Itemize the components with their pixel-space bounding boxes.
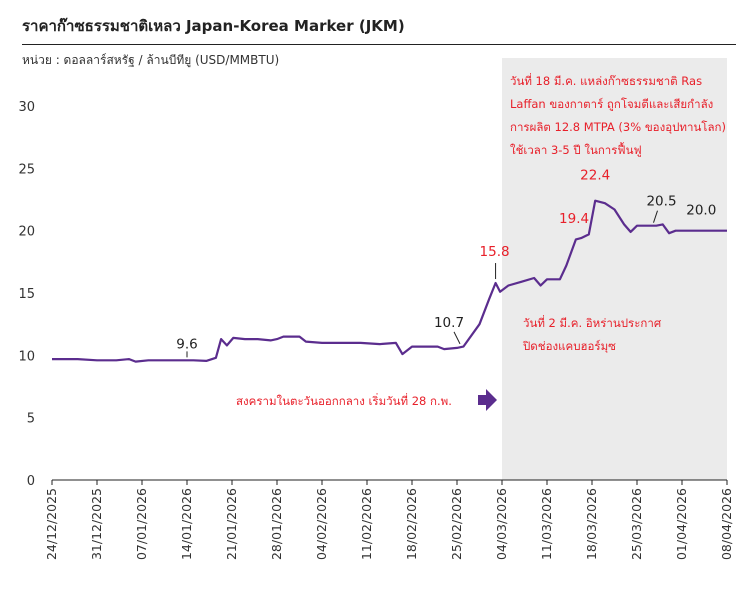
value-label-leader [653, 210, 658, 223]
unit-subtitle: หน่วย : ดอลลาร์สหรัฐ / ล้านบีทียู (USD/M… [22, 53, 280, 67]
y-tick-label: 30 [18, 100, 35, 115]
x-tick-label: 04/03/2026 [494, 488, 509, 560]
x-tick-label: 11/02/2026 [359, 488, 374, 560]
value-label: 9.6 [176, 336, 197, 352]
page-title: ราคาก๊าซธรรมชาติเหลว Japan-Korea Marker … [22, 17, 405, 35]
ras-laffan-line-2: Laffan ของกาตาร์ ถูกโจมตีและเสียกำลัง [510, 97, 713, 111]
value-label: 20.5 [646, 194, 676, 210]
y-tick-label: 25 [18, 162, 35, 177]
title-divider [22, 44, 736, 45]
value-label-leader [453, 331, 461, 345]
jkm-series-line [52, 199, 727, 363]
y-tick-label: 20 [18, 225, 35, 240]
x-tick-label: 01/04/2026 [674, 488, 689, 560]
y-axis-ticks: 0 5 10 15 20 25 30 [18, 100, 35, 489]
ras-laffan-line-1: วันที่ 18 มี.ค. แหล่งก๊าซธรรมชาติ Ras [510, 73, 702, 88]
hormuz-line-2: ปิดช่องแคบฮอร์มุซ [522, 339, 616, 353]
value-label: 22.4 [580, 168, 610, 184]
y-tick-label: 10 [18, 349, 35, 364]
x-tick-label: 25/02/2026 [449, 488, 464, 560]
x-tick-label: 11/03/2026 [539, 488, 554, 560]
y-tick-label: 0 [27, 474, 35, 489]
hormuz-annotation: วันที่ 2 มี.ค. อิหร่านประกาศ ปิดช่องแคบฮ… [522, 315, 662, 353]
value-label: 10.7 [434, 315, 464, 331]
x-tick-label: 21/01/2026 [224, 488, 239, 560]
hormuz-line-1: วันที่ 2 มี.ค. อิหร่านประกาศ [523, 315, 662, 330]
x-tick-label: 18/03/2026 [584, 488, 599, 560]
war-start-text: สงครามในตะวันออกกลาง เริ่มวันที่ 28 ก.พ. [236, 393, 452, 408]
y-tick-label: 15 [18, 287, 35, 302]
x-axis-ticks: 24/12/2025 31/12/2025 07/01/2026 14/01/2026… [44, 480, 734, 560]
x-tick-label: 25/03/2026 [629, 488, 644, 560]
shaded-period [502, 58, 727, 480]
value-label: 15.8 [480, 244, 510, 260]
value-labels: 9.6 10.7 15.8 19.4 22.4 20.5 20.0 [176, 168, 716, 358]
ras-laffan-line-3: การผลิต 12.8 MTPA (3% ของอุปทานโลก) [510, 120, 726, 134]
x-tick-label: 08/04/2026 [719, 488, 734, 560]
value-label: 19.4 [559, 211, 589, 227]
x-tick-label: 18/02/2026 [404, 488, 419, 560]
x-tick-label: 04/02/2026 [314, 488, 329, 560]
x-tick-label: 24/12/2025 [44, 488, 59, 560]
x-tick-label: 31/12/2025 [89, 488, 104, 560]
y-tick-label: 5 [27, 412, 35, 427]
ras-laffan-annotation: วันที่ 18 มี.ค. แหล่งก๊าซธรรมชาติ Ras La… [510, 73, 726, 157]
war-start-annotation: สงครามในตะวันออกกลาง เริ่มวันที่ 28 ก.พ. [236, 389, 497, 411]
x-tick-label: 14/01/2026 [179, 488, 194, 560]
war-start-arrow-icon [478, 389, 497, 411]
value-label: 20.0 [686, 203, 716, 219]
x-tick-label: 07/01/2026 [134, 488, 149, 560]
ras-laffan-line-4: ใช้เวลา 3-5 ปี ในการฟื้นฟู [510, 142, 642, 157]
x-tick-label: 28/01/2026 [269, 488, 284, 560]
